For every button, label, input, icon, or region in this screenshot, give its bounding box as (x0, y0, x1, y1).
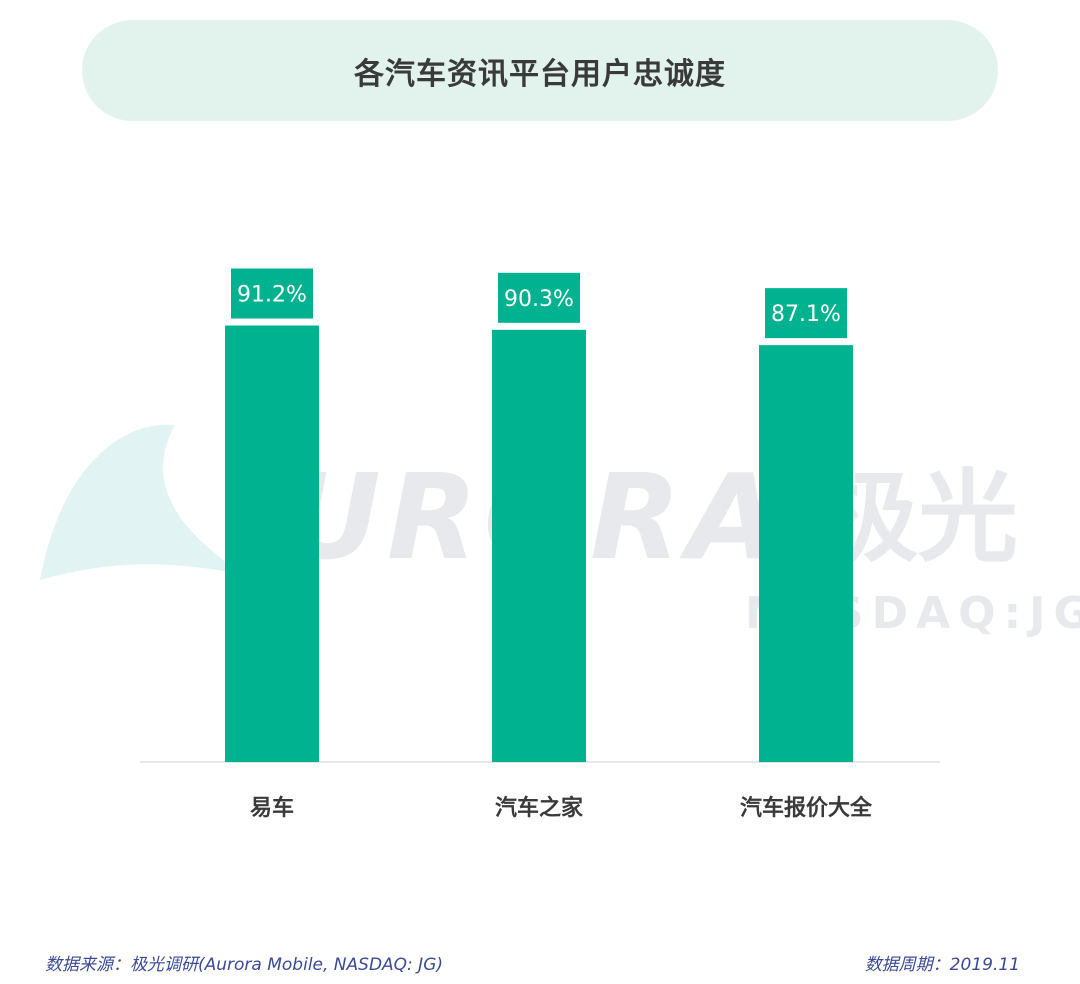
bar-3 (759, 345, 853, 762)
data-label-box-1 (231, 268, 313, 319)
data-label-2: 90.3% (504, 287, 574, 312)
data-period-note: 数据周期：2019.11 (864, 955, 1020, 975)
aurora-logo-swoosh-icon (40, 424, 245, 580)
bar-2 (492, 329, 586, 762)
data-label-box-2 (498, 272, 580, 323)
category-label-2: 汽车之家 (495, 795, 584, 821)
data-label-3: 87.1% (771, 302, 841, 327)
data-source-note: 数据来源：极光调研(Aurora Mobile, NASDAQ: JG) (45, 955, 443, 975)
data-label-box-3 (765, 288, 847, 339)
category-label-1: 易车 (250, 795, 294, 821)
data-label-1: 91.2% (237, 283, 307, 308)
chart-title-banner: 各汽车资讯平台用户忠诚度 (82, 20, 998, 121)
category-label-3: 汽车报价大全 (740, 795, 873, 821)
bar-1 (225, 325, 319, 762)
chart-title: 各汽车资讯平台用户忠诚度 (354, 56, 726, 92)
